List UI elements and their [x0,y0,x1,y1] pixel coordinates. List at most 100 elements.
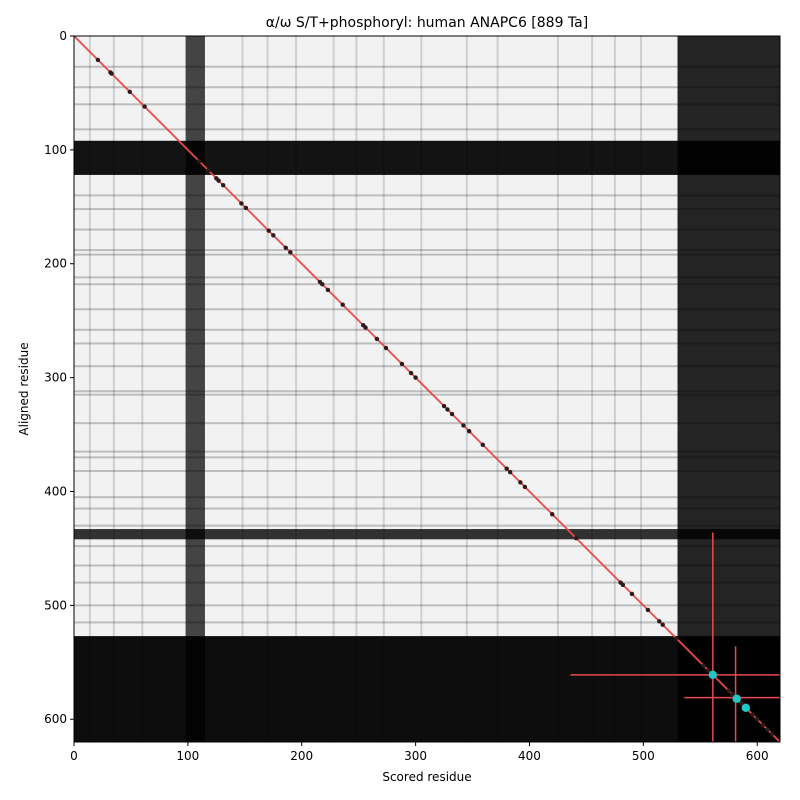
phospho-site-point [522,484,528,490]
x-tick-label: 300 [404,749,427,763]
overlay-layer [74,36,780,742]
heatmap-dark-row [74,529,780,540]
heatmap-faint-row [74,524,780,527]
phospho-site-point [706,668,711,673]
phospho-site-point [95,57,101,63]
phospho-site-point [480,442,485,447]
heatmap-faint-row [74,283,780,286]
chart-title: α/ω S/T+phosphoryl: human ANAPC6 [889 Ta… [266,15,588,31]
x-tick-label: 200 [290,749,313,763]
x-tick-label: 0 [70,749,78,763]
heatmap-faint-row [74,450,780,453]
x-tick-label: 400 [518,749,541,763]
phospho-site-point [399,361,405,367]
phospho-site-point [363,325,368,330]
heatmap-faint-column [420,36,423,742]
heatmap-faint-column [112,36,115,742]
heatmap-faint-column [640,36,643,742]
heatmap-faint-row [74,342,780,345]
phospho-site-point [445,407,450,412]
phospho-site-point [197,159,202,164]
phospho-site-point [239,201,244,206]
phospho-site-point [765,727,770,732]
phospho-site-point [320,282,325,287]
x-axis-label: Scored residue [382,770,471,784]
phospho-site-point [674,636,679,641]
highlight-site-point [708,670,718,680]
y-tick-label: 0 [59,29,67,43]
plot-frame [73,35,781,743]
y-tick-label: 200 [44,257,67,271]
phospho-site-point [220,182,226,188]
phospho-site-point [374,336,380,342]
heatmap-faint-column [141,36,144,742]
phospho-site-point [461,423,466,428]
phospho-site-point [127,89,132,94]
y-axis: 0 100 200 300 400 500 600 [44,29,74,726]
heatmap-faint-row [74,581,780,584]
phospho-site-point [701,663,706,668]
heatmap-faint-column [355,36,358,742]
heatmap-faint-row [74,469,780,472]
heatmap-faint-row [74,128,780,131]
phospho-site-point [620,582,626,588]
x-tick-label: 100 [176,749,199,763]
highlight-site-point [732,694,741,703]
heatmap-faint-row [74,208,780,211]
heatmap-faint-column [241,36,244,742]
phospho-site-point [449,411,455,417]
heatmap-faint-row [74,390,780,393]
phospho-site-point [504,466,509,471]
heatmap-faint-row [74,253,780,256]
heatmap-dark-row [74,636,780,742]
phospho-site-point [760,722,766,728]
heatmap-faint-row [74,194,780,197]
heatmap-dark-row [74,140,780,175]
x-tick-label: 600 [746,749,769,763]
heatmap-faint-row [74,393,780,396]
x-axis: 0 100 200 300 400 500 600 [70,742,769,763]
phospho-site-point [142,104,147,109]
y-axis-label: Aligned residue [17,342,31,435]
y-tick-label: 600 [44,712,67,726]
phospho-site-point [288,250,293,255]
phospho-site-point [629,591,635,597]
heatmap-faint-column [591,36,594,742]
heatmap-faint-column [465,36,468,742]
phospho-site-point [769,731,775,737]
phospho-site-point [408,370,414,376]
heatmap-dark-column [185,36,205,742]
y-tick-label: 500 [44,598,67,612]
y-tick-label: 400 [44,484,67,498]
phospho-site-point [271,233,276,238]
heatmap-faint-row [74,328,780,331]
heatmap-faint-column [332,36,335,742]
heatmap-faint-row [74,276,780,279]
heatmap-faint-column [613,36,616,742]
heatmap-faint-column [496,36,499,742]
phospho-site-point [243,205,249,211]
phospho-site-point [750,712,755,717]
heatmap-faint-column [295,36,298,742]
highlight-site-point [741,703,751,713]
heatmap-faint-row [74,496,780,499]
phospho-site-point [325,287,331,293]
phospho-site-point [726,688,731,693]
heatmap-faint-row [74,365,780,368]
heatmap-faint-row [74,86,780,89]
phospho-site-point [340,302,345,307]
phospho-site-point [266,228,271,233]
phospho-site-point [507,469,513,475]
heatmap-faint-column [266,36,269,742]
heatmap-faint-row [74,621,780,624]
heatmap-faint-row [74,422,780,425]
phospho-site-point [657,619,662,624]
phospho-site-point [383,345,389,351]
phospho-site-point [660,622,665,627]
heatmap-faint-row [74,308,780,311]
heatmap-faint-column [382,36,385,742]
heatmap-faint-row [74,228,780,231]
phospho-site-point [550,512,555,517]
phospho-site-point [645,607,651,613]
